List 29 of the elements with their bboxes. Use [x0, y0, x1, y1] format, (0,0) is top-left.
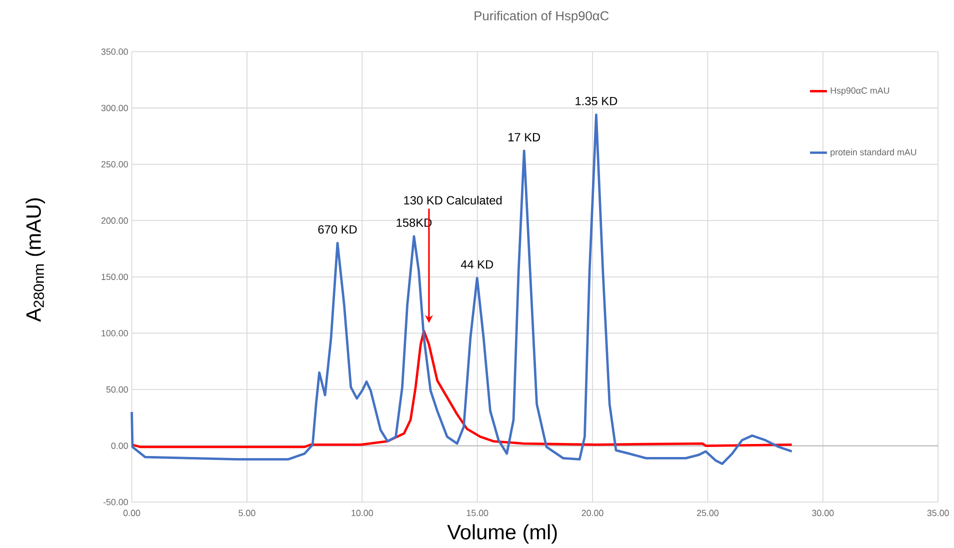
chart-title: Purification of Hsp90αC	[474, 10, 609, 23]
annotation: 44 KD	[460, 260, 494, 269]
y-tick-label: -50.00	[103, 499, 128, 506]
x-axis-title: Volume (ml)	[447, 524, 557, 544]
y-axis-title: A$_{280nm}$ (mAU)	[26, 198, 46, 322]
annotation: 670 KD	[318, 225, 357, 234]
y-tick-label: 100.00	[102, 330, 128, 336]
line-series	[130, 330, 793, 448]
annotation: 1.35 KD	[576, 96, 618, 106]
x-tick-label: 15.00	[466, 510, 488, 516]
legend-label: protein standard mAU	[830, 148, 916, 158]
y-tick-label: 0.00	[111, 442, 128, 450]
y-tick-label: 350.00	[101, 48, 128, 55]
x-tick-label: 5.00	[238, 510, 256, 516]
x-tick-label: 10.00	[352, 510, 373, 516]
y-tick-label: 250.00	[101, 161, 128, 168]
legend-label: Hsp90αC mAU	[830, 87, 890, 96]
line-series	[130, 114, 793, 466]
x-tick-label: 30.00	[812, 510, 834, 516]
x-tick-label: 0.00	[123, 510, 140, 516]
y-tick-label: 150.00	[102, 274, 128, 280]
y-tick-label: 300.00	[101, 104, 128, 112]
x-tick-label: 35.00	[927, 510, 949, 516]
x-tick-label: 25.00	[697, 510, 719, 516]
x-tick-label: 20.00	[582, 510, 604, 516]
annotation: 130 KD Calculated	[404, 196, 502, 205]
annotation: 17 KD	[508, 133, 540, 142]
y-tick-label: 200.00	[101, 218, 128, 224]
y-tick-label: 50.00	[106, 386, 128, 393]
